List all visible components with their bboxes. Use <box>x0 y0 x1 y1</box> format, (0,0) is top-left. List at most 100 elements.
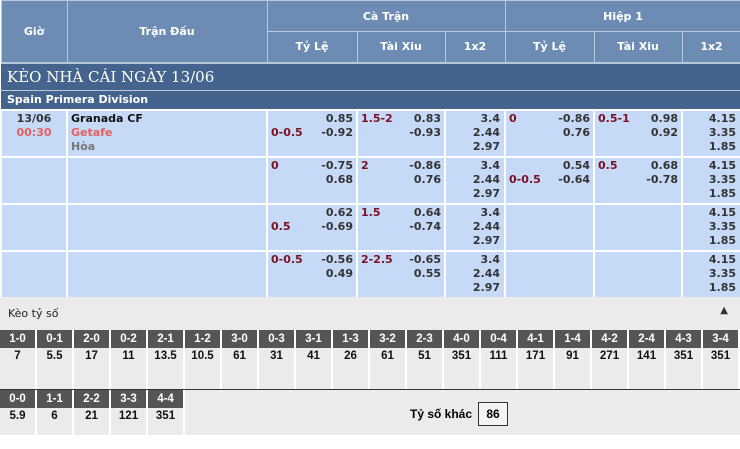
h1-1x2-odds[interactable]: 4.15 <box>708 205 737 219</box>
score-odds[interactable]: 21 <box>85 410 98 422</box>
score-odds[interactable]: 5.5 <box>46 350 63 362</box>
score-cell[interactable]: 1-1 6 <box>37 390 74 449</box>
score-cell[interactable]: 3-4 351 <box>703 330 740 389</box>
over-under-odds[interactable]: 0.64 <box>413 205 441 219</box>
score-cell[interactable]: 3-0 61 <box>222 330 259 389</box>
over-under-odds[interactable]: -0.74 <box>409 219 441 233</box>
score-cell[interactable]: 4-3 351 <box>666 330 703 389</box>
h1-over-under-odds[interactable]: 0.68 <box>650 158 679 172</box>
h1-handicap-odds[interactable]: -0.64 <box>558 172 591 186</box>
score-odds[interactable]: 351 <box>710 350 731 362</box>
score-odds[interactable]: 351 <box>673 350 694 362</box>
h1-1x2[interactable]: 4.15 3.35 1.85 <box>681 249 740 299</box>
1x2-odds[interactable]: 2.97 <box>472 233 501 247</box>
score-cell[interactable]: 1-0 7 <box>0 330 37 389</box>
score-cell[interactable]: 4-1 171 <box>518 330 555 389</box>
h1-handicap[interactable]: 0 -0.86 0.76 <box>504 108 596 158</box>
score-odds[interactable]: 141 <box>636 350 657 362</box>
score-odds[interactable]: 10.5 <box>191 350 214 362</box>
score-odds[interactable]: 171 <box>525 350 546 362</box>
over-under-odds[interactable]: 0.76 <box>413 172 441 186</box>
over-under-odds[interactable]: 0.83 <box>413 111 441 125</box>
score-odds[interactable]: 271 <box>599 350 620 362</box>
score-odds[interactable]: 61 <box>381 350 394 362</box>
score-cell[interactable]: 2-3 51 <box>407 330 444 389</box>
score-odds[interactable]: 121 <box>118 410 139 422</box>
h1-1x2-odds[interactable]: 1.85 <box>708 233 737 247</box>
score-cell[interactable]: 2-2 21 <box>74 390 111 449</box>
1x2-odds[interactable]: 3.4 <box>480 252 501 266</box>
1x2[interactable]: 3.4 2.44 2.97 <box>443 249 507 299</box>
handicap-odds[interactable]: -0.69 <box>321 219 353 233</box>
score-cell[interactable]: 0-2 11 <box>111 330 148 389</box>
h1-over-under-odds[interactable]: -0.78 <box>646 172 679 186</box>
score-cell[interactable]: 0-1 5.5 <box>37 330 74 389</box>
over-under[interactable]: 1.5-2 0.83 -0.93 <box>356 108 446 158</box>
h1-1x2-odds[interactable]: 4.15 <box>708 111 737 125</box>
h1-1x2-odds[interactable]: 4.15 <box>708 158 737 172</box>
over-under[interactable]: 1.5 0.64 -0.74 <box>356 202 446 252</box>
h1-1x2-odds[interactable]: 3.35 <box>708 125 737 139</box>
h1-handicap-odds[interactable]: -0.86 <box>558 111 591 125</box>
score-odds[interactable]: 61 <box>233 350 246 362</box>
score-cell[interactable]: 4-0 351 <box>444 330 481 389</box>
score-cell[interactable]: 3-2 61 <box>370 330 407 389</box>
handicap-odds[interactable]: -0.75 <box>321 158 353 172</box>
1x2-odds[interactable]: 3.4 <box>480 111 501 125</box>
score-odds[interactable]: 17 <box>85 350 98 362</box>
over-under[interactable]: 2 -0.86 0.76 <box>356 155 446 205</box>
h1-1x2[interactable]: 4.15 3.35 1.85 <box>681 155 740 205</box>
handicap-odds[interactable]: 0.68 <box>325 172 353 186</box>
over-under-odds[interactable]: 0.55 <box>413 266 441 280</box>
h1-1x2[interactable]: 4.15 3.35 1.85 <box>681 108 740 158</box>
score-odds[interactable]: 351 <box>451 350 472 362</box>
h1-over-under[interactable] <box>593 202 684 252</box>
score-odds[interactable]: 41 <box>307 350 320 362</box>
score-odds[interactable]: 111 <box>489 350 508 362</box>
handicap-odds[interactable]: -0.56 <box>321 252 353 266</box>
h1-1x2-odds[interactable]: 4.15 <box>708 252 737 266</box>
score-odds[interactable]: 51 <box>418 350 431 362</box>
collapse-arrow-icon[interactable]: ▲ <box>720 305 728 316</box>
handicap-odds[interactable]: 0.85 <box>325 111 353 125</box>
score-odds[interactable]: 7 <box>14 350 21 362</box>
score-odds[interactable]: 31 <box>270 350 283 362</box>
score-cell[interactable]: 0-0 5.9 <box>0 390 37 449</box>
h1-handicap-odds[interactable]: 0.76 <box>562 125 591 139</box>
1x2-odds[interactable]: 2.44 <box>472 219 501 233</box>
h1-over-under[interactable] <box>593 249 684 299</box>
1x2-odds[interactable]: 2.44 <box>472 266 501 280</box>
h1-over-under-odds[interactable]: 0.92 <box>650 125 679 139</box>
handicap-odds[interactable]: 0.49 <box>325 266 353 280</box>
h1-1x2-odds[interactable]: 3.35 <box>708 172 737 186</box>
1x2-odds[interactable]: 2.97 <box>472 139 501 153</box>
score-cell[interactable]: 4-2 271 <box>592 330 629 389</box>
league-name[interactable]: Spain Primera Division <box>1 90 740 110</box>
score-cell[interactable]: 0-3 31 <box>259 330 296 389</box>
h1-1x2-odds[interactable]: 1.85 <box>708 186 737 200</box>
score-odds[interactable]: 5.9 <box>9 410 26 422</box>
score-odds[interactable]: 26 <box>344 350 357 362</box>
1x2-odds[interactable]: 2.44 <box>472 125 501 139</box>
handicap[interactable]: 0 -0.75 0.68 <box>266 155 358 205</box>
h1-1x2-odds[interactable]: 1.85 <box>708 139 737 153</box>
h1-1x2[interactable]: 4.15 3.35 1.85 <box>681 202 740 252</box>
1x2-odds[interactable]: 3.4 <box>480 205 501 219</box>
score-cell[interactable]: 1-2 10.5 <box>185 330 222 389</box>
score-cell[interactable]: 3-3 121 <box>111 390 148 449</box>
handicap-odds[interactable]: -0.92 <box>321 125 353 139</box>
handicap[interactable]: 0-0.5 -0.56 0.49 <box>266 249 358 299</box>
score-odds[interactable]: 11 <box>122 350 135 362</box>
score-cell[interactable]: 1-3 26 <box>333 330 370 389</box>
1x2-odds[interactable]: 2.44 <box>472 172 501 186</box>
1x2-odds[interactable]: 2.97 <box>472 186 501 200</box>
score-cell[interactable]: 2-1 13.5 <box>148 330 185 389</box>
score-odds[interactable]: 6 <box>51 410 58 422</box>
over-under[interactable]: 2-2.5 -0.65 0.55 <box>356 249 446 299</box>
1x2-odds[interactable]: 2.97 <box>472 280 501 294</box>
away-team[interactable]: Getafe <box>71 125 113 139</box>
h1-handicap[interactable] <box>504 202 596 252</box>
h1-over-under[interactable]: 0.5 0.68 -0.78 <box>593 155 684 205</box>
1x2[interactable]: 3.4 2.44 2.97 <box>443 155 507 205</box>
handicap[interactable]: 0.5 0.62 -0.69 <box>266 202 358 252</box>
